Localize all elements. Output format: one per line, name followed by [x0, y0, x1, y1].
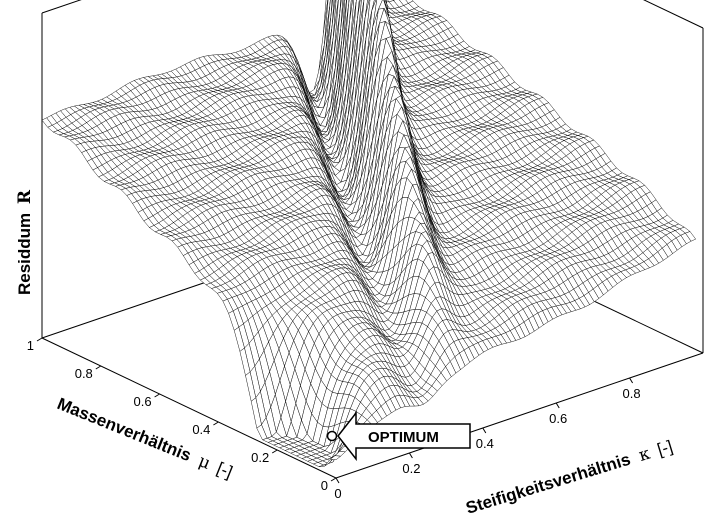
kappa-tick-label: 0.4: [476, 436, 494, 451]
mu-tick-label: 0.6: [134, 394, 152, 409]
box-edge-kappa-floor: [335, 352, 704, 479]
mu-tick-mark: [36, 337, 43, 342]
kappa-tick-mark: [555, 402, 560, 409]
optimum-label: OPTIMUM: [368, 429, 439, 446]
optimum-marker: [326, 430, 338, 442]
kappa-tick-label: 0.6: [549, 411, 567, 426]
kappa-axis-ticks: 0 0.2 0.4 0.6 0.8: [334, 377, 641, 501]
kappa-tick-mark: [482, 427, 487, 434]
mu-tick-label: 1: [27, 338, 34, 353]
y-axis-title-unit: [-]: [655, 437, 675, 460]
surface-mesh: [41, 0, 697, 467]
box-edge-mu-floor: [41, 337, 337, 479]
x-axis-title-text: Massenverhältnis: [55, 394, 194, 465]
mu-tick-mark: [95, 365, 102, 370]
y-axis-title-text: Steifigkeitsverhältnis: [464, 450, 633, 517]
mu-tick-mark: [154, 393, 160, 398]
optimum-annotation: OPTIMUM: [326, 410, 471, 462]
surface-patch: [329, 455, 342, 461]
mu-tick-mark: [213, 421, 219, 426]
mu-tick-mark: [271, 449, 278, 454]
mu-tick-label: 0.2: [251, 450, 269, 465]
z-axis-title: Residdum R: [15, 189, 35, 295]
kappa-tick-mark: [629, 377, 634, 384]
mu-tick-label: 0.8: [75, 366, 93, 381]
x-axis-title-symbol: μ: [195, 451, 213, 474]
box-edge-top-right: [643, 0, 704, 29]
y-axis-title-symbol: κ: [636, 444, 652, 466]
kappa-tick-mark: [335, 477, 340, 484]
mu-tick-mark: [330, 477, 337, 482]
x-axis-title-unit: [-]: [214, 459, 235, 482]
kappa-tick-mark: [408, 452, 413, 459]
y-axis-title: Steifigkeitsverhältnis κ [-]: [464, 437, 676, 517]
kappa-tick-label: 0: [334, 486, 341, 501]
kappa-tick-label: 0.8: [623, 386, 641, 401]
z-axis-title-symbol: R: [15, 189, 35, 204]
optimum-arrow: [337, 410, 471, 462]
mu-tick-label: 0: [321, 478, 328, 493]
z-axis-title-text: Residdum: [15, 213, 34, 295]
mu-tick-label: 0.4: [192, 422, 210, 437]
kappa-tick-label: 0.2: [402, 461, 420, 476]
mu-axis-ticks: 0 0.2 0.4 0.6 0.8 1: [27, 337, 337, 493]
